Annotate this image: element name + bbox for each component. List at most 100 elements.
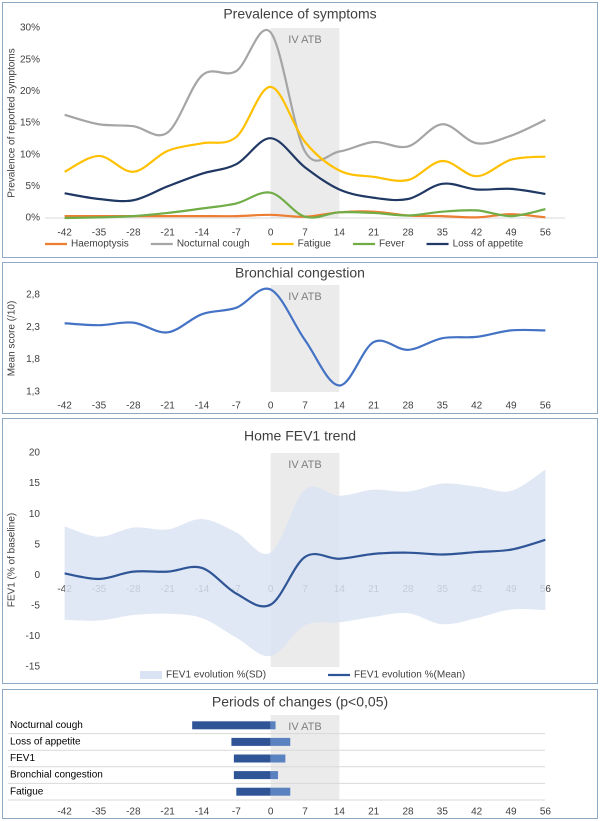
x-tick-label: -35: [92, 401, 107, 412]
x-tick-label: 56: [540, 807, 552, 818]
annotation: IV ATB: [288, 459, 321, 471]
series-line: [64, 137, 546, 203]
legend-label: Loss of appetite: [453, 239, 524, 250]
x-tick-label: -35: [92, 807, 107, 818]
x-tick-label: -7: [232, 807, 241, 818]
treatment-window: [270, 28, 340, 218]
x-tick-label: -21: [160, 228, 175, 239]
y-tick-label: 0%: [26, 213, 41, 224]
x-tick-label: -35: [92, 228, 107, 239]
period-bar: [270, 771, 279, 780]
panel-frame: [2, 689, 598, 819]
x-tick-label: -14: [195, 401, 210, 412]
panel-frame: [2, 262, 598, 414]
x-tick-label: -28: [126, 228, 141, 239]
period-bar: [233, 771, 271, 780]
x-tick-label: -42: [57, 228, 72, 239]
chart-title: Periods of changes (p<0,05): [212, 694, 388, 710]
chart-title: Bronchial congestion: [235, 265, 365, 281]
x-tick-label: 49: [505, 401, 517, 412]
x-tick-label: -28: [126, 401, 141, 412]
panel-frame: [2, 2, 598, 258]
x-tick-label: 14: [334, 807, 346, 818]
y-tick-label: 20%: [20, 86, 40, 97]
x-tick-label: 49: [505, 228, 517, 239]
y-tick-label: 15%: [20, 118, 40, 129]
y-tick-label: 30%: [20, 23, 40, 34]
y-tick-label: 2,8: [26, 289, 40, 300]
series-line: [64, 28, 546, 162]
x-tick-label: 35: [437, 401, 449, 412]
chart-title: Prevalence of symptoms: [223, 6, 376, 22]
x-tick-label: 0: [268, 807, 274, 818]
panel-frame: [2, 418, 598, 684]
x-tick-label: 21: [368, 228, 380, 239]
y-tick-label: 5: [34, 539, 40, 550]
x-tick-label: 42: [471, 228, 483, 239]
y-tick-label: 10%: [20, 149, 40, 160]
category-label: Bronchial congestion: [10, 770, 103, 781]
period-bar: [270, 787, 291, 796]
y-tick-label: 15: [29, 478, 41, 489]
sd-band: [64, 469, 546, 657]
category-label: Loss of appetite: [10, 737, 81, 748]
legend-label: FEV1 evolution %(SD): [166, 670, 266, 681]
x-tick-label: 14: [334, 228, 346, 239]
y-axis-label: Mean score (/10): [7, 301, 18, 377]
x-tick-label: -14: [195, 228, 210, 239]
x-tick-label: 0: [268, 228, 274, 239]
legend-label: Haemoptysis: [71, 239, 129, 250]
y-tick-label: -5: [31, 600, 40, 611]
x-tick-label: -7: [232, 401, 241, 412]
chart-title: Home FEV1 trend: [244, 428, 356, 444]
category-label: Fatigue: [10, 786, 44, 797]
x-tick-label: 42: [471, 807, 483, 818]
period-bar: [231, 737, 271, 746]
x-tick-label: 49: [505, 807, 517, 818]
y-tick-label: 2,3: [26, 322, 40, 333]
x-tick-label: 56: [540, 228, 552, 239]
x-tick-label: -28: [126, 807, 141, 818]
period-bar: [192, 721, 271, 730]
x-tick-label: -21: [160, 401, 175, 412]
x-tick-label: -42: [57, 401, 72, 412]
x-tick-label: -42: [57, 807, 72, 818]
x-tick-label: 7: [302, 401, 308, 412]
x-tick-label: 14: [334, 401, 346, 412]
x-tick-label: 35: [437, 807, 449, 818]
series-line: [64, 538, 546, 608]
legend-label: Fever: [379, 239, 405, 250]
x-tick-label: 21: [368, 807, 380, 818]
period-bar: [236, 787, 271, 796]
period-bar: [233, 754, 271, 763]
series-line: [64, 287, 546, 387]
x-tick-label: 21: [368, 401, 380, 412]
legend-label: Nocturnal cough: [177, 239, 250, 250]
x-tick-label: 28: [402, 228, 414, 239]
y-tick-label: -15: [26, 662, 41, 673]
period-bar: [270, 737, 291, 746]
y-tick-label: 0: [34, 570, 40, 581]
x-tick-label: 28: [402, 807, 414, 818]
series-line: [64, 85, 546, 182]
x-tick-label: -7: [232, 228, 241, 239]
x-tick-label: -14: [195, 807, 210, 818]
y-tick-label: 10: [29, 509, 41, 520]
x-tick-label: 56: [540, 584, 552, 595]
x-tick-label: 56: [540, 401, 552, 412]
y-tick-label: 25%: [20, 54, 40, 65]
y-tick-label: -10: [26, 631, 41, 642]
x-tick-label: 7: [302, 228, 308, 239]
y-tick-label: 1,8: [26, 354, 40, 365]
annotation: IV ATB: [288, 291, 321, 303]
x-tick-label: 42: [471, 401, 483, 412]
category-label: Nocturnal cough: [10, 720, 83, 731]
x-tick-label: 0: [268, 401, 274, 412]
category-label: FEV1: [10, 753, 35, 764]
y-axis-label: FEV1 (% of baseline): [7, 513, 18, 608]
period-bar: [270, 721, 276, 730]
x-tick-label: -21: [160, 807, 175, 818]
period-bar: [270, 754, 286, 763]
